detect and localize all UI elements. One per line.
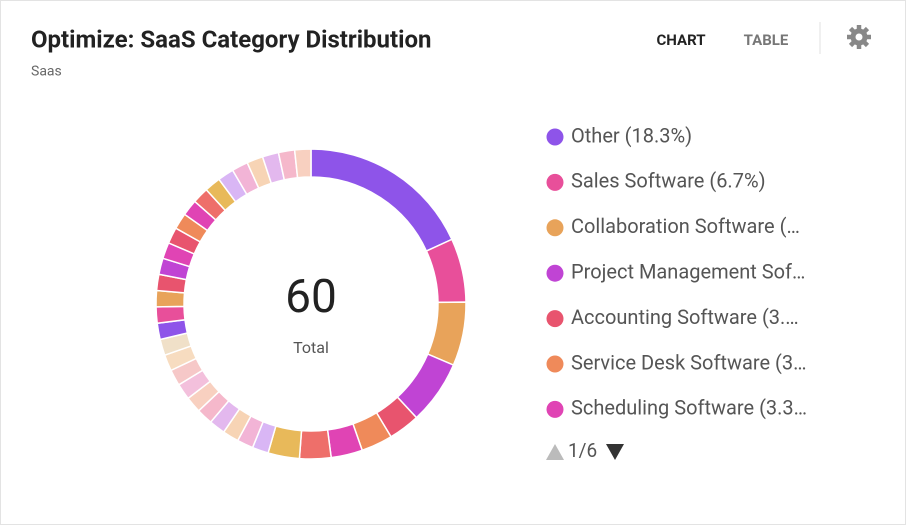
legend-swatch [546, 264, 564, 282]
page-next[interactable] [606, 444, 624, 460]
legend-label: Sales Software (6.7%) [571, 169, 766, 193]
legend-label: Service Desk Software (3… [571, 350, 806, 374]
settings-icon[interactable] [847, 25, 871, 49]
legend-swatch [546, 310, 564, 328]
legend-swatch [546, 173, 564, 191]
legend-swatch [546, 355, 564, 373]
legend-label: Other (18.3%) [571, 123, 692, 147]
slice [298, 429, 333, 460]
tab-table[interactable]: TABLE [744, 31, 789, 49]
legend-label: Project Management Sof… [571, 259, 805, 283]
title: Optimize: SaaS Category Distribution [31, 25, 431, 53]
page-indicator: 1/6 [568, 439, 597, 462]
legend-swatch [546, 128, 564, 146]
legend-swatch [546, 400, 564, 418]
total-label: Total [293, 338, 329, 357]
page-prev[interactable] [546, 444, 564, 460]
slice [155, 305, 186, 325]
legend-label: Collaboration Software (… [571, 214, 800, 238]
subtitle: Saas [31, 64, 62, 80]
legend-swatch [546, 219, 564, 237]
legend-label: Accounting Software (3.… [571, 305, 799, 329]
slice [293, 148, 312, 179]
legend-label: Scheduling Software (3.3… [571, 396, 807, 420]
tab-chart[interactable]: CHART [656, 31, 705, 49]
total-value: 60 [285, 270, 337, 324]
